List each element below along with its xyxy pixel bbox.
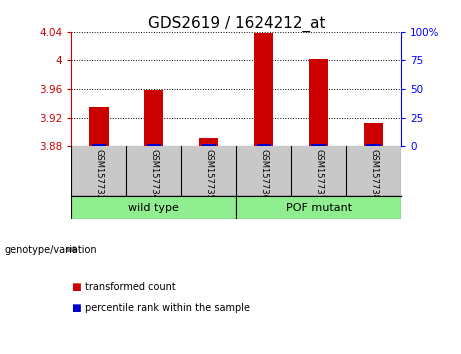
Text: genotype/variation: genotype/variation (5, 245, 97, 255)
Text: transformed count: transformed count (85, 282, 176, 292)
Bar (366, 144, 381, 146)
Text: percentile rank within the sample: percentile rank within the sample (85, 303, 250, 313)
Text: wild type: wild type (129, 203, 179, 213)
Bar (201, 144, 216, 146)
Text: ■: ■ (71, 282, 81, 292)
Text: GSM157734: GSM157734 (149, 149, 159, 200)
Text: GSM157738: GSM157738 (369, 149, 378, 200)
Text: GSM157736: GSM157736 (259, 149, 268, 200)
Bar (199, 138, 219, 146)
Title: GDS2619 / 1624212_at: GDS2619 / 1624212_at (148, 16, 325, 32)
Bar (89, 107, 108, 146)
Bar (312, 144, 326, 146)
Bar (236, 196, 401, 219)
Bar (92, 144, 106, 146)
Bar (256, 144, 271, 146)
Text: POF mutant: POF mutant (286, 203, 352, 213)
Text: GSM157737: GSM157737 (314, 149, 323, 200)
Text: GSM157735: GSM157735 (204, 149, 213, 200)
Bar (144, 91, 164, 146)
Bar (147, 144, 161, 146)
Bar (309, 59, 328, 146)
Text: GSM157732: GSM157732 (95, 149, 103, 200)
Bar (364, 122, 383, 146)
Bar (254, 33, 273, 146)
Text: ■: ■ (71, 303, 81, 313)
Bar (71, 196, 236, 219)
